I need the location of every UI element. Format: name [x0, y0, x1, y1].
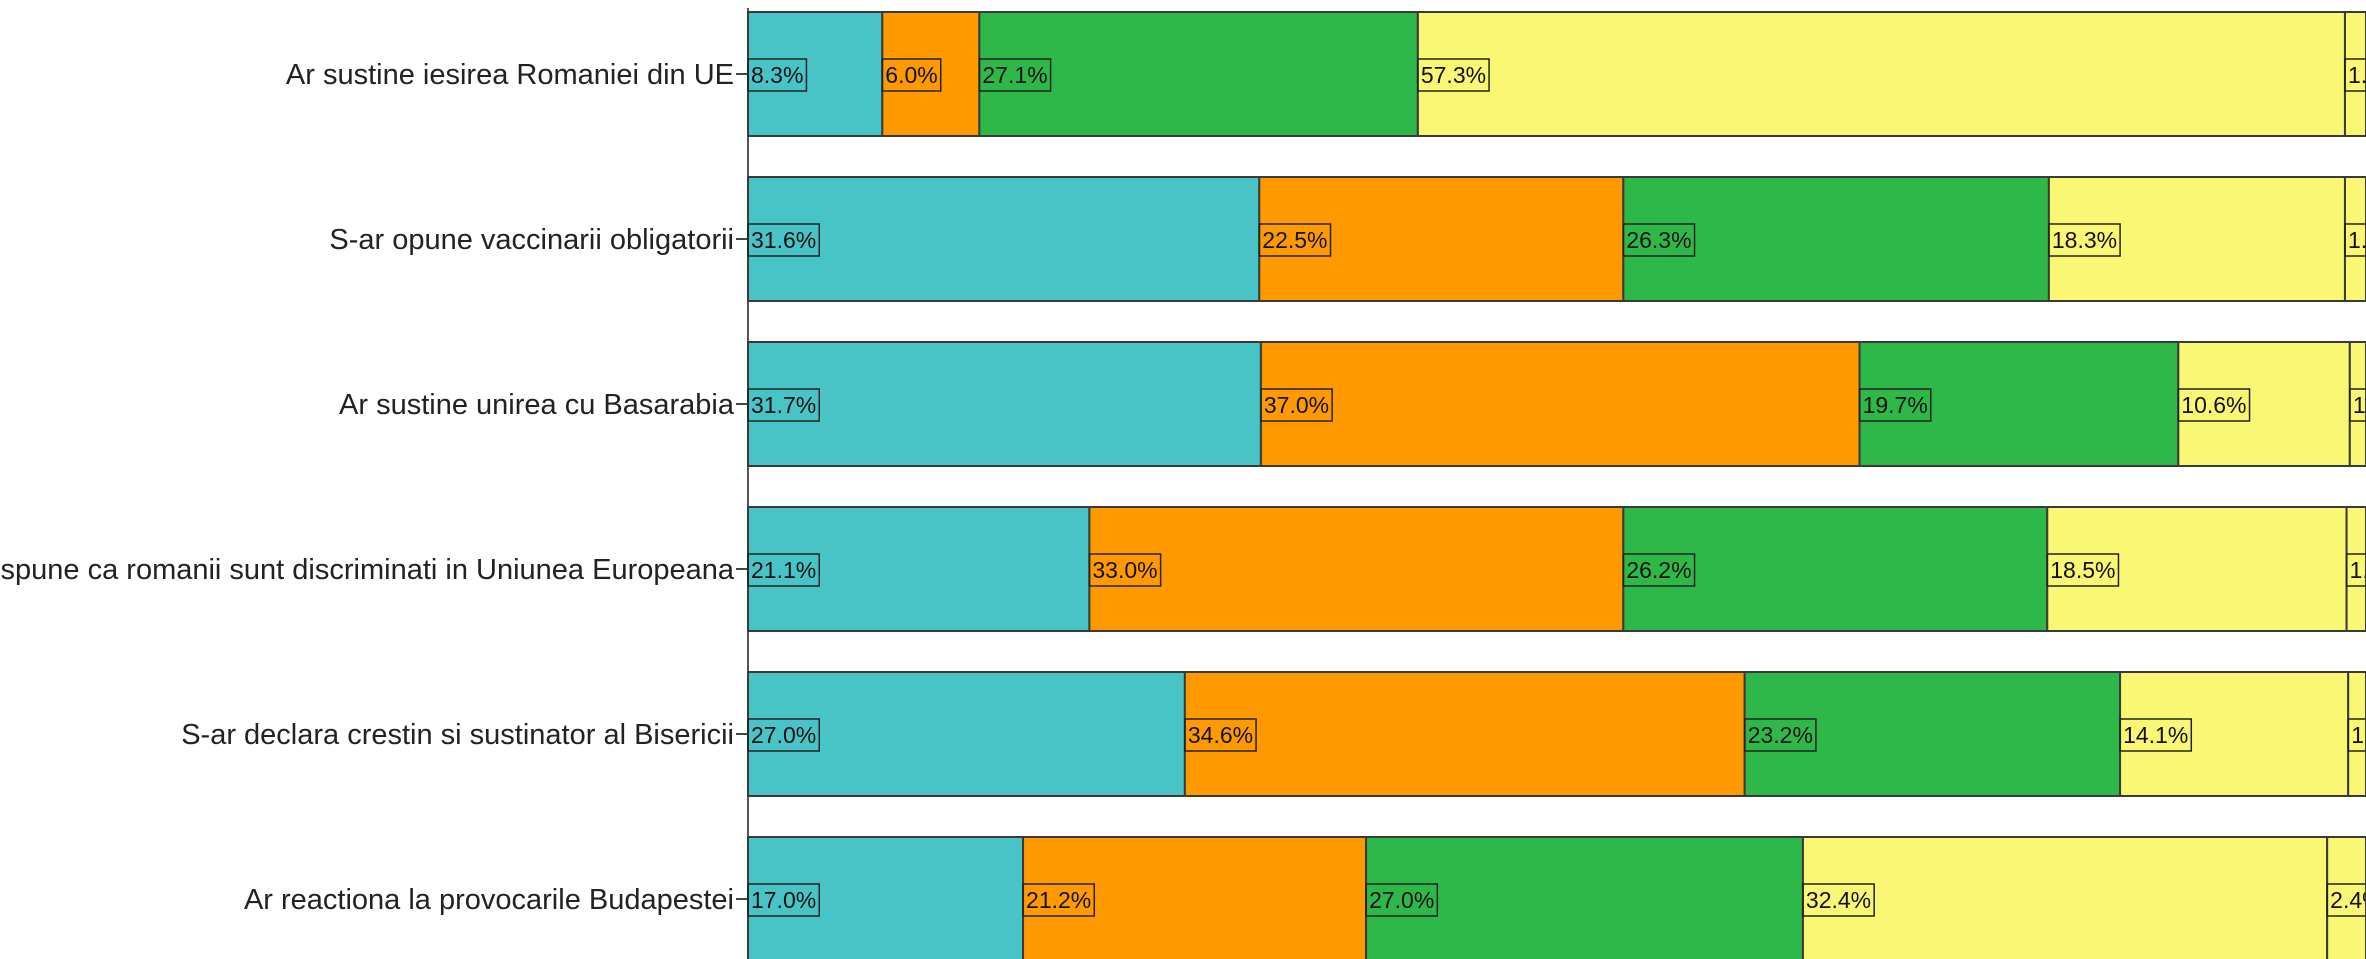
data-label-box	[1365, 883, 1439, 917]
data-label: 31.6%	[751, 227, 816, 253]
data-label-box	[1022, 883, 1096, 917]
bar-segment	[1183, 671, 1746, 797]
data-label: 17.0%	[751, 887, 816, 913]
category-label: Ar sustine unirea cu Basarabia	[339, 389, 735, 421]
data-label-box	[1088, 553, 1162, 587]
data-label: 6.0%	[885, 62, 937, 88]
data-label: 22.5%	[1262, 227, 1327, 253]
data-label-box	[2347, 718, 2366, 752]
bar-segment	[1743, 671, 2122, 797]
data-label: 1.2%	[2350, 557, 2366, 583]
bar-segment	[1088, 506, 1625, 632]
data-label: 31.7%	[751, 392, 816, 418]
data-label-box	[2046, 553, 2120, 587]
data-label-box	[1260, 388, 1333, 422]
data-label: 27.0%	[1369, 887, 1434, 913]
data-label: 18.3%	[2052, 227, 2117, 253]
data-label: 1.0%	[2353, 392, 2366, 418]
data-label: 1.3%	[2348, 62, 2366, 88]
data-label: 1.3%	[2348, 227, 2366, 253]
data-label: 2.4%	[2330, 887, 2366, 913]
bar-segment	[747, 341, 1262, 467]
bar-segment	[1801, 836, 2329, 959]
plot-area: Ar sustine iesirea Romaniei din UE 8.3% 6.…	[0, 8, 2366, 959]
category-label: Ar sustine iesirea Romaniei din UE	[286, 59, 734, 91]
data-label-box	[747, 718, 820, 752]
bar-segment	[1259, 341, 1861, 467]
bar-segment	[2177, 341, 2351, 467]
data-label-box	[2345, 553, 2366, 587]
data-label: 8.3%	[751, 62, 803, 88]
data-label-box	[1622, 553, 1696, 587]
bar-segment	[747, 176, 1261, 302]
data-label-box	[747, 553, 820, 587]
data-label-box	[2344, 58, 2366, 92]
data-label-box	[1622, 223, 1696, 257]
data-label-box	[881, 58, 942, 92]
data-label: 27.1%	[982, 62, 1047, 88]
data-label-box	[747, 883, 820, 917]
bar-segment	[2326, 836, 2366, 959]
data-label-box	[747, 58, 808, 92]
data-label: 27.0%	[751, 722, 816, 748]
data-label-box	[978, 58, 1052, 92]
data-label-box	[2177, 388, 2251, 422]
bar-segment	[747, 671, 1186, 797]
bar-segment	[2046, 506, 2348, 632]
bar-segment	[1858, 341, 2180, 467]
data-label-box	[747, 388, 820, 422]
data-label: 23.2%	[1748, 722, 1813, 748]
category-label: Ar spune ca romanii sunt discriminati in…	[0, 554, 735, 586]
data-label: 21.1%	[751, 557, 816, 583]
data-label: 14.1%	[2123, 722, 2188, 748]
data-label-box	[1802, 883, 1875, 917]
data-label-box	[747, 223, 820, 257]
data-label: 32.4%	[1806, 887, 1871, 913]
data-label-box	[1417, 58, 1490, 92]
category-label: S-ar declara crestin si sustinator al Bi…	[181, 719, 734, 751]
data-label: 18.5%	[2050, 557, 2115, 583]
data-label: 26.3%	[1626, 227, 1691, 253]
bar-segment	[2047, 176, 2346, 302]
data-label: 19.7%	[1863, 392, 1928, 418]
category-label: Ar reactiona la provocarile Budapestei	[244, 884, 734, 916]
data-label: 26.2%	[1626, 557, 1691, 583]
data-label-box	[1743, 718, 1817, 752]
data-label-box	[1858, 388, 1932, 422]
data-label-box	[2349, 388, 2366, 422]
data-label: 10.6%	[2181, 392, 2246, 418]
data-label-box	[2326, 883, 2366, 917]
bar-segment	[978, 11, 1419, 137]
data-label: 1.1%	[2351, 722, 2366, 748]
bar-segment	[1416, 11, 2346, 137]
data-label: 57.3%	[1421, 62, 1486, 88]
data-label-box	[1258, 223, 1332, 257]
data-label: 34.6%	[1188, 722, 1253, 748]
data-label: 37.0%	[1264, 392, 1329, 418]
data-label-box	[2119, 718, 2193, 752]
data-label-box	[2048, 223, 2121, 257]
data-label: 21.2%	[1026, 887, 1091, 913]
bar-segment	[1365, 836, 1804, 959]
data-label: 33.0%	[1092, 557, 1157, 583]
bar-segment	[1022, 836, 1368, 959]
data-label-box	[2344, 223, 2366, 257]
category-label: S-ar opune vaccinarii obligatorii	[329, 224, 734, 256]
data-label-box	[1184, 718, 1257, 752]
